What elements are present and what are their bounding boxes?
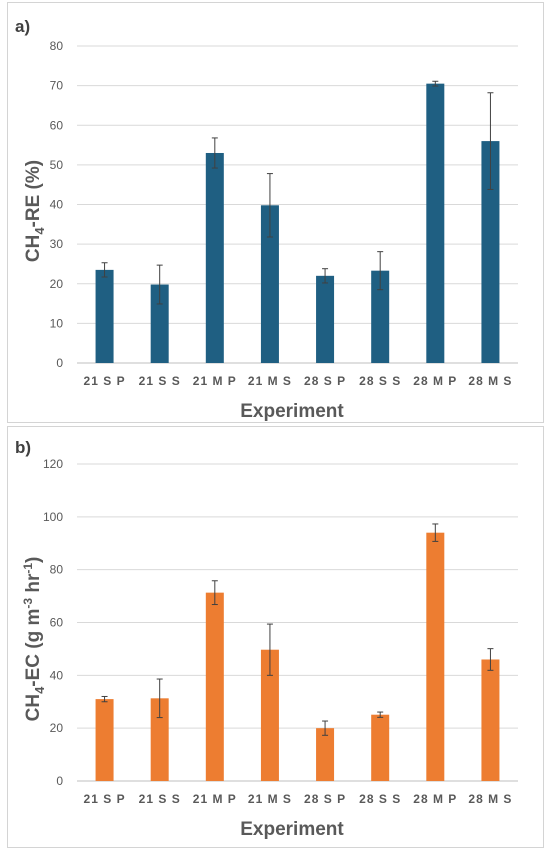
panel-label-a: a) — [15, 17, 30, 36]
x-tick-label: 21 M S — [248, 792, 292, 806]
y-tick-label: 20 — [50, 721, 64, 735]
y-tick-label: 0 — [56, 774, 63, 788]
bar — [205, 592, 224, 781]
bar — [95, 269, 114, 363]
y-tick-label: 80 — [50, 563, 64, 577]
chart-panel-a: a) 0 10 20 30 40 50 60 70 80 21 S P 21 S S 21 M P 2… — [7, 2, 544, 423]
x-tick-label: 21 S S — [139, 374, 181, 388]
bar — [426, 83, 445, 364]
bar — [371, 270, 390, 363]
bar — [371, 714, 390, 781]
bar — [150, 284, 169, 363]
chart-b-svg: b) 0 20 40 60 80 100 120 21 S P 21 S S 21 M P 21 … — [15, 438, 518, 840]
x-tick-label: 28 S S — [359, 374, 401, 388]
y-tick-label: 20 — [50, 277, 64, 291]
y-tick-label: 50 — [50, 158, 64, 172]
y-tick-label: 30 — [50, 237, 64, 251]
panel-label-b: b) — [15, 438, 31, 457]
x-tick-label: 21 S P — [84, 792, 126, 806]
x-tick-label: 28 M S — [468, 374, 512, 388]
y-tick-label: 80 — [50, 39, 64, 53]
x-tick-label: 21 M P — [193, 792, 237, 806]
x-axis-title-b: Experiment — [240, 819, 344, 840]
y-tick-label: 40 — [50, 198, 64, 212]
x-tick-label: 28 S P — [304, 792, 346, 806]
bar — [481, 659, 500, 781]
x-tick-label: 28 M P — [413, 374, 457, 388]
x-tick-label: 21 S S — [139, 792, 181, 806]
y-tick-label: 70 — [50, 79, 64, 93]
x-tick-label: 28 S S — [359, 792, 401, 806]
bar — [316, 275, 335, 363]
bar — [95, 699, 114, 781]
bar — [481, 141, 500, 363]
x-axis-title-a: Experiment — [240, 401, 344, 422]
x-tick-label: 28 M P — [413, 792, 457, 806]
y-tick-label: 60 — [50, 616, 64, 630]
x-tick-label: 28 S P — [304, 374, 346, 388]
bar — [150, 698, 169, 781]
chart-a-svg: a) 0 10 20 30 40 50 60 70 80 21 S P 21 S S 21 M P 2… — [15, 17, 518, 422]
x-tick-label: 21 S P — [84, 374, 126, 388]
y-tick-label: 0 — [56, 356, 63, 370]
x-tick-label: 21 M P — [193, 374, 237, 388]
y-axis-title-b: CH4-EC (g m-3 hr-1) — [21, 557, 47, 722]
x-tick-label: 21 M S — [248, 374, 292, 388]
bar — [260, 649, 279, 781]
y-tick-label: 120 — [43, 457, 63, 471]
y-axis-title-a: CH4-RE (%) — [23, 160, 47, 262]
bar — [426, 532, 445, 781]
x-tick-label: 28 M S — [468, 792, 512, 806]
y-tick-label: 100 — [43, 510, 63, 524]
bar — [316, 728, 335, 781]
bar — [205, 152, 224, 363]
y-tick-label: 10 — [50, 316, 64, 330]
bar — [260, 205, 279, 363]
chart-panel-b: b) 0 20 40 60 80 100 120 21 S P 21 S S 21 M P 21 … — [7, 426, 544, 848]
y-tick-label: 60 — [50, 118, 64, 132]
y-tick-label: 40 — [50, 668, 64, 682]
